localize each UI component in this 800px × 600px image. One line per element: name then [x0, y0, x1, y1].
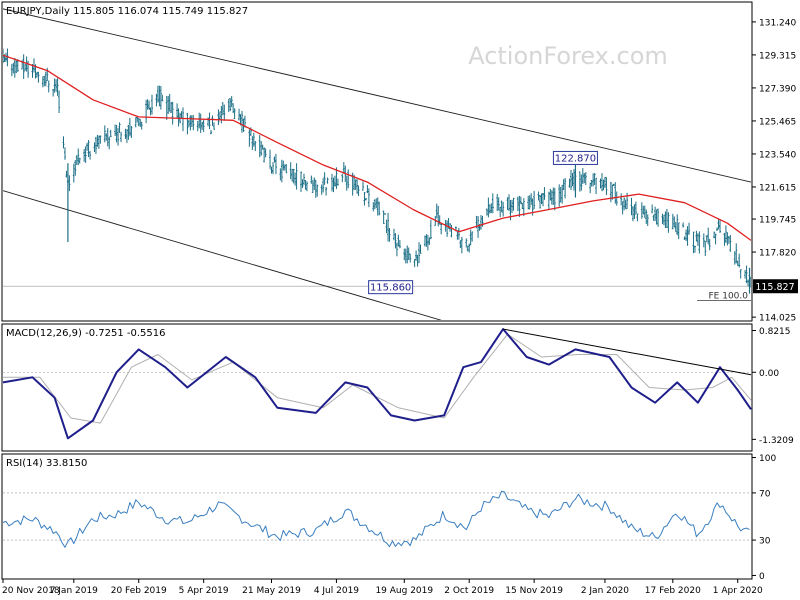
x-tick-label: 2 Oct 2019 — [444, 586, 494, 596]
x-tick-label: 20 Nov 2018 — [2, 586, 60, 596]
x-tick-label: 19 Aug 2019 — [375, 586, 433, 596]
price-annotation-label: 115.860 — [370, 283, 411, 294]
y-tick-label: 125.465 — [759, 117, 796, 127]
price-annotation-label: 122.870 — [555, 153, 596, 164]
last-price-label: 115.827 — [755, 282, 794, 293]
watermark: ActionForex.com — [468, 42, 668, 70]
last-price-tag — [753, 279, 798, 294]
macd-axis: 0.8215 0.00 -1.3209 — [752, 327, 794, 446]
x-tick-label: 5 Apr 2019 — [179, 586, 229, 596]
macd-trend-line — [503, 328, 752, 376]
macd-main-line — [2, 328, 752, 440]
candles — [3, 48, 751, 294]
x-tick-label: 2 Jan 2020 — [581, 586, 629, 596]
x-tick-label: 7 Jan 2019 — [50, 586, 98, 596]
y-tick-label: -1.3209 — [759, 436, 794, 446]
channel-line — [3, 8, 751, 183]
y-tick-label: 0 — [759, 572, 765, 582]
rsi-line — [2, 490, 750, 548]
rsi-plot — [2, 490, 751, 548]
x-tick-label: 20 Feb 2019 — [111, 586, 167, 596]
x-tick-label: 1 Apr 2020 — [713, 586, 763, 596]
rsi-panel-frame — [1, 453, 753, 580]
x-tick-label: 4 Jul 2019 — [314, 586, 359, 596]
fe-label: FE 100.0 — [709, 291, 749, 301]
macd-signal-line — [3, 333, 752, 424]
x-tick-label: 17 Feb 2020 — [645, 586, 701, 596]
macd-panel-frame — [1, 323, 753, 452]
price-panel-frame — [1, 1, 753, 322]
macd-panel-title: MACD(12,26,9) -0.7251 -0.5516 — [6, 328, 166, 339]
y-tick-label: 131.240 — [759, 18, 796, 28]
price-plot: FE 100.0 122.870 115.860 115.827 — [3, 8, 798, 320]
y-tick-label: 30 — [759, 537, 771, 547]
channel-line — [3, 190, 442, 320]
y-tick-label: 70 — [759, 489, 771, 499]
rsi-panel-title: RSI(14) 33.8150 — [6, 458, 87, 469]
x-tick-label: 15 Nov 2019 — [505, 586, 563, 596]
y-tick-label: 0.8215 — [759, 327, 791, 337]
rsi-axis: 100 70 30 0 — [752, 454, 776, 582]
x-tick-label: 21 May 2019 — [242, 586, 301, 596]
moving-average-line — [3, 54, 751, 241]
y-tick-label: 127.390 — [759, 84, 796, 94]
y-tick-label: 0.00 — [759, 369, 779, 379]
price-panel-title: EURJPY,Daily 115.805 116.074 115.749 115… — [6, 6, 248, 17]
price-clipped-group — [3, 8, 751, 320]
price-annotation-box — [552, 150, 598, 165]
macd-plot — [2, 328, 752, 440]
price-annotation-box — [368, 280, 414, 295]
y-tick-label: 119.745 — [759, 216, 796, 226]
y-tick-label: 114.025 — [759, 314, 796, 324]
y-tick-label: 117.820 — [759, 249, 796, 259]
y-tick-label: 100 — [759, 454, 776, 464]
price-axis: 131.240 129.315 127.390 125.465 123.540 121.6… — [752, 18, 796, 324]
y-tick-label: 121.615 — [759, 183, 796, 193]
y-tick-label: 129.315 — [759, 51, 796, 61]
y-tick-label: 123.540 — [759, 150, 796, 160]
